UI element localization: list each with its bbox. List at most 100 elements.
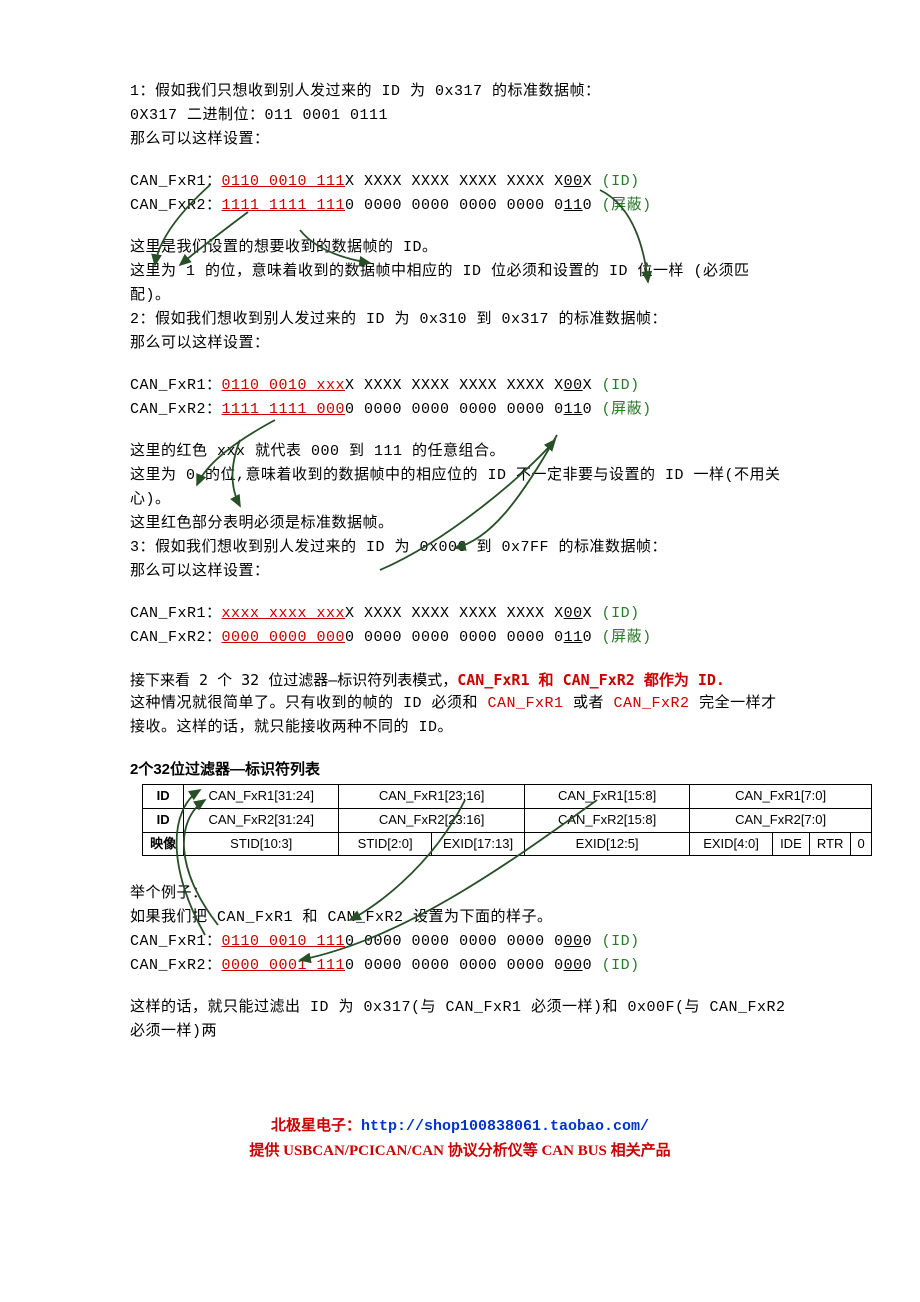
reg3-r1-tag: (ID) [602,605,640,622]
reg1-r2-label: CAN_FxR2： [130,197,222,214]
reg1-r2-rest-b: 0 [583,197,602,214]
cell-r3c6: EXID[4:0] [690,832,773,856]
page-content: 1：假如我们只想收到别人发过来的 ID 为 0x317 的标准数据帧： 0X31… [130,80,790,1163]
reg3-r1-red: xxxx xxxx xxx [222,605,346,622]
reg1-r1-rest-b: X [583,173,602,190]
conclusion: 这样的话，就只能过滤出 ID 为 0x317(与 CAN_FxR1 必须一样)和… [130,996,790,1044]
cell-r1c5: CAN_FxR1[7:0] [690,785,872,809]
exp2-b: 这里为 0 的位,意味着收到的数据帧中的相应位的 ID 不一定非要与设置的 ID… [130,464,790,512]
cell-r3c4: EXID[17:13] [432,832,525,856]
reg-block-2: CAN_FxR1：0110 0010 xxxX XXXX XXXX XXXX X… [130,374,790,422]
cell-r1c4: CAN_FxR1[15:8] [525,785,690,809]
reg2-r2-red: 1111 1111 000 [222,401,346,418]
reg1-r2-rest-a: 0 0000 0000 0000 0000 0 [345,197,564,214]
section-title: 2个32位过滤器—标识符列表 [130,758,790,782]
cell-r2c4: CAN_FxR2[15:8] [525,808,690,832]
reg3-r2: CAN_FxR2：0000 0000 0000 0000 0000 0000 0… [130,626,790,650]
reg2-r2-11: 11 [564,401,583,418]
cell-r3c9: 0 [851,832,872,856]
listmode-a-red1: CAN_FxR1 [457,671,529,689]
listmode-b-a: 这种情况就很简单了。只有收到的帧的 ID 必须和 [130,695,488,712]
reg1-r2: CAN_FxR2：1111 1111 1110 0000 0000 0000 0… [130,194,790,218]
reg2-r1-label: CAN_FxR1： [130,377,222,394]
listmode-a-red2: CAN_FxR2 [563,671,644,689]
example-r1: CAN_FxR1：0110 0010 1110 0000 0000 0000 0… [130,930,790,954]
exp1-b: 这里为 1 的位，意味着收到的数据帧中相应的 ID 位必须和设置的 ID 位一样… [130,260,790,308]
listmode-a-mid: 和 [530,671,563,689]
reg3-r1-00: 00 [564,605,583,622]
intro-l2: 0X317 二进制位：011 0001 0111 [130,104,790,128]
footer-url: http://shop100838061.taobao.com/ [361,1118,649,1135]
reg3-r2-rest-a: 0 0000 0000 0000 0000 0 [345,629,564,646]
reg3-r2-11: 11 [564,629,583,646]
reg1-r1-rest-a: X XXXX XXXX XXXX XXXX X [345,173,564,190]
listmode-block: 接下来看 2 个 32 位过滤器–标识符列表模式，CAN_FxR1 和 CAN_… [130,668,790,740]
reg3-r2-red: 0000 0000 000 [222,629,346,646]
reg3-r2-tag: (屏蔽) [602,629,652,646]
exp2-e: 那么可以这样设置： [130,560,790,584]
example-r2-rest-a: 0 0000 0000 0000 0000 0 [345,957,564,974]
intro-block: 1：假如我们只想收到别人发过来的 ID 为 0x317 的标准数据帧： 0X31… [130,80,790,152]
reg2-r1-rest-a: X XXXX XXXX XXXX XXXX X [345,377,564,394]
footer-l1-a: 北极星电子： [271,1118,361,1134]
example-block: 举个例子： 如果我们把 CAN_FxR1 和 CAN_FxR2 设置为下面的样子… [130,882,790,978]
reg3-r1-rest-b: X [583,605,602,622]
example-r2-00: 00 [564,957,583,974]
exp1-c: 2：假如我们想收到别人发过来的 ID 为 0x310 到 0x317 的标准数据… [130,308,790,332]
example-r2-tag: (ID) [602,957,640,974]
reg1-r1-tag: (ID) [602,173,640,190]
cell-r3c5: EXID[12:5] [525,832,690,856]
table-row: 映像 STID[10:3] STID[2:0] EXID[17:13] EXID… [143,832,872,856]
footer-l1: 北极星电子：http://shop100838061.taobao.com/ [130,1114,790,1139]
example-r2-red: 0000 0001 111 [222,957,346,974]
exp2-a: 这里的红色 xxx 就代表 000 到 111 的任意组合。 [130,440,790,464]
reg1-r2-11: 11 [564,197,583,214]
reg2-r2-rest-b: 0 [583,401,602,418]
example-r1-00: 00 [564,933,583,950]
example-r2-rest-b: 0 [583,957,602,974]
example-r1-label: CAN_FxR1： [130,933,222,950]
example-r1-rest-b: 0 [583,933,602,950]
reg2-r2-rest-a: 0 0000 0000 0000 0000 0 [345,401,564,418]
reg1-r1-00: 00 [564,173,583,190]
listmode-a-red3: 都作为 ID. [644,671,725,689]
reg2-r2: CAN_FxR2：1111 1111 0000 0000 0000 0000 0… [130,398,790,422]
reg-block-3: CAN_FxR1：xxxx xxxx xxxX XXXX XXXX XXXX X… [130,602,790,650]
exp2-c: 这里红色部分表明必须是标准数据帧。 [130,512,790,536]
cell-r3c8: RTR [809,832,850,856]
reg2-r2-tag: (屏蔽) [602,401,652,418]
reg1-r1-label: CAN_FxR1： [130,173,222,190]
example-r1-tag: (ID) [602,933,640,950]
example-a: 举个例子： [130,882,790,906]
cell-r1c2: CAN_FxR1[31:24] [184,785,339,809]
cell-r1c1: ID [143,785,184,809]
cell-r2c2: CAN_FxR2[31:24] [184,808,339,832]
reg1-r2-tag: (屏蔽) [602,197,652,214]
exp1-a: 这里是我们设置的想要收到的数据帧的 ID。 [130,236,790,260]
cell-r3c3: STID[2:0] [339,832,432,856]
reg2-r1-red-b: xxx [317,377,346,394]
listmode-b-r1: CAN_FxR1 [488,695,574,712]
cell-r2c1: ID [143,808,184,832]
reg3-r1-rest-a: X XXXX XXXX XXXX XXXX X [345,605,564,622]
reg2-r1-rest-b: X [583,377,602,394]
exp1-block: 这里是我们设置的想要收到的数据帧的 ID。 这里为 1 的位，意味着收到的数据帧… [130,236,790,356]
example-r2-label: CAN_FxR2： [130,957,222,974]
table-row: ID CAN_FxR1[31:24] CAN_FxR1[23:16] CAN_F… [143,785,872,809]
intro-l1: 1：假如我们只想收到别人发过来的 ID 为 0x317 的标准数据帧： [130,80,790,104]
example-r2: CAN_FxR2：0000 0001 1110 0000 0000 0000 0… [130,954,790,978]
reg2-r1: CAN_FxR1：0110 0010 xxxX XXXX XXXX XXXX X… [130,374,790,398]
example-r1-red: 0110 0010 111 [222,933,346,950]
listmode-a: 接下来看 2 个 32 位过滤器–标识符列表模式，CAN_FxR1 和 CAN_… [130,668,790,692]
cell-r2c5: CAN_FxR2[7:0] [690,808,872,832]
footer-l2: 提供 USBCAN/PCICAN/CAN 协议分析仪等 CAN BUS 相关产品 [130,1139,790,1163]
listmode-b: 这种情况就很简单了。只有收到的帧的 ID 必须和 CAN_FxR1 或者 CAN… [130,692,790,740]
reg3-r1: CAN_FxR1：xxxx xxxx xxxX XXXX XXXX XXXX X… [130,602,790,626]
reg1-r2-red: 1111 1111 111 [222,197,346,214]
reg2-r1-00: 00 [564,377,583,394]
table-row: ID CAN_FxR2[31:24] CAN_FxR2[23:16] CAN_F… [143,808,872,832]
reg3-r2-rest-b: 0 [583,629,602,646]
exp2-block: 这里的红色 xxx 就代表 000 到 111 的任意组合。 这里为 0 的位,… [130,440,790,584]
exp1-d: 那么可以这样设置： [130,332,790,356]
reg1-r1-red: 0110 0010 111 [222,173,346,190]
